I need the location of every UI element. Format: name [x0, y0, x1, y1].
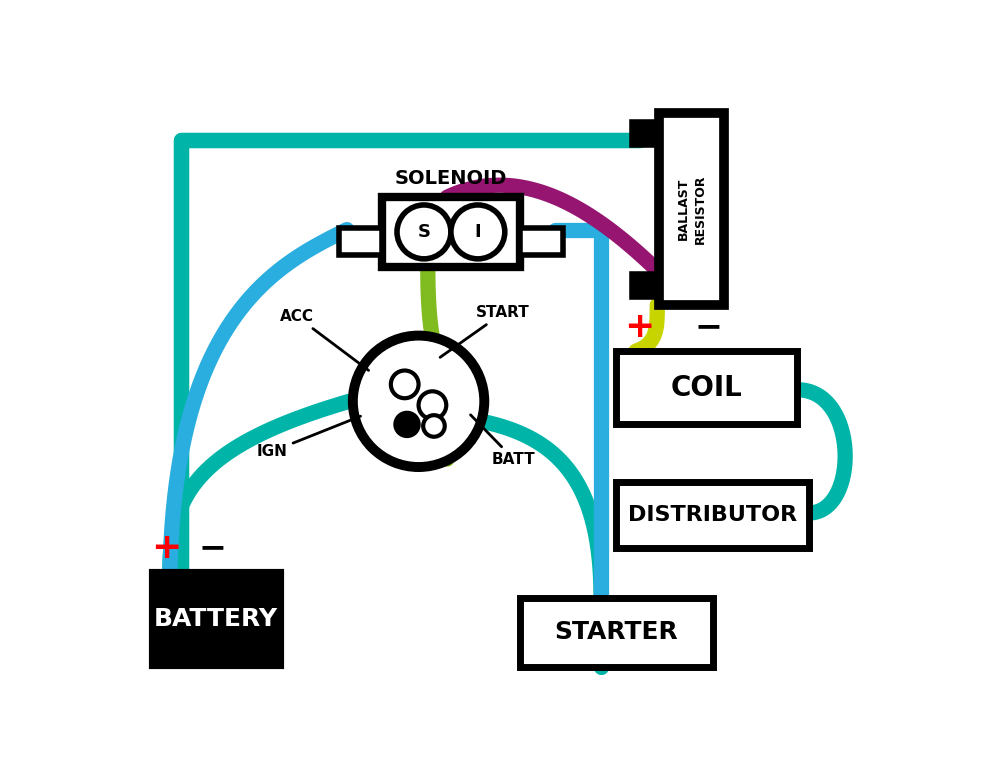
- Text: −: −: [695, 310, 723, 343]
- Circle shape: [349, 332, 488, 470]
- Circle shape: [397, 205, 451, 259]
- FancyBboxPatch shape: [520, 228, 563, 255]
- Text: DISTRIBUTOR: DISTRIBUTOR: [628, 505, 797, 524]
- FancyBboxPatch shape: [616, 351, 797, 424]
- FancyBboxPatch shape: [520, 597, 713, 667]
- FancyBboxPatch shape: [632, 274, 659, 297]
- Circle shape: [395, 412, 419, 437]
- FancyBboxPatch shape: [339, 228, 382, 255]
- FancyBboxPatch shape: [616, 482, 809, 547]
- Text: START: START: [440, 305, 530, 358]
- Text: ACC: ACC: [280, 309, 369, 370]
- Circle shape: [391, 371, 419, 398]
- Text: +: +: [151, 531, 181, 564]
- Circle shape: [451, 205, 505, 259]
- Circle shape: [423, 416, 445, 437]
- FancyBboxPatch shape: [632, 122, 659, 145]
- Text: I: I: [475, 223, 481, 241]
- Text: BATT: BATT: [471, 415, 535, 466]
- Text: STARTER: STARTER: [555, 620, 678, 644]
- Text: SOLENOID: SOLENOID: [395, 169, 507, 188]
- Text: −: −: [198, 532, 226, 564]
- Text: S: S: [417, 223, 430, 241]
- Text: IGN: IGN: [257, 416, 361, 459]
- FancyBboxPatch shape: [382, 198, 520, 267]
- Circle shape: [358, 341, 479, 461]
- Text: COIL: COIL: [671, 374, 743, 402]
- Text: BALLAST
RESISTOR: BALLAST RESISTOR: [677, 174, 707, 244]
- Circle shape: [419, 391, 446, 419]
- FancyBboxPatch shape: [151, 571, 282, 667]
- Text: +: +: [624, 310, 655, 343]
- FancyBboxPatch shape: [659, 113, 724, 305]
- Text: BATTERY: BATTERY: [154, 607, 278, 631]
